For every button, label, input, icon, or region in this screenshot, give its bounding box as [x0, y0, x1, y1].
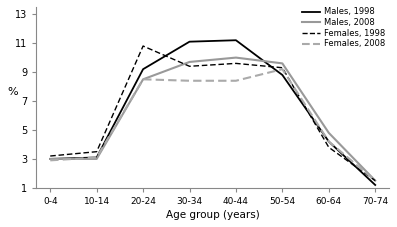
Line: Males, 1998: Males, 1998 — [50, 40, 375, 185]
Females, 1998 — [48, 155, 53, 157]
Legend: Males, 1998, Males, 2008, Females, 1998, Females, 2008: Males, 1998, Males, 2008, Females, 1998,… — [302, 7, 385, 49]
Females, 1998 — [187, 65, 192, 68]
Males, 2008 — [48, 158, 53, 160]
Males, 2008 — [280, 62, 285, 65]
Females, 2008 — [48, 159, 53, 162]
Females, 1998 — [326, 146, 331, 149]
Males, 2008 — [233, 56, 238, 59]
Males, 1998 — [233, 39, 238, 42]
Females, 2008 — [373, 179, 378, 182]
Line: Females, 2008: Females, 2008 — [50, 69, 375, 181]
Line: Females, 1998: Females, 1998 — [50, 46, 375, 181]
Males, 1998 — [280, 74, 285, 76]
Males, 1998 — [94, 156, 99, 159]
Males, 2008 — [373, 179, 378, 182]
Males, 2008 — [94, 158, 99, 160]
Females, 1998 — [280, 66, 285, 69]
Females, 2008 — [280, 68, 285, 71]
Males, 1998 — [326, 140, 331, 143]
Females, 1998 — [141, 45, 145, 47]
Males, 1998 — [373, 184, 378, 186]
Males, 1998 — [141, 68, 145, 71]
Males, 2008 — [326, 131, 331, 134]
Females, 2008 — [187, 79, 192, 82]
Females, 2008 — [233, 79, 238, 82]
Y-axis label: %: % — [7, 87, 17, 97]
Females, 2008 — [141, 78, 145, 81]
Males, 2008 — [141, 78, 145, 81]
Females, 1998 — [373, 179, 378, 182]
Males, 2008 — [187, 61, 192, 63]
Line: Males, 2008: Males, 2008 — [50, 58, 375, 181]
Males, 1998 — [48, 158, 53, 160]
X-axis label: Age group (years): Age group (years) — [166, 210, 260, 220]
Females, 1998 — [233, 62, 238, 65]
Females, 2008 — [326, 140, 331, 143]
Males, 1998 — [187, 40, 192, 43]
Females, 1998 — [94, 150, 99, 153]
Females, 2008 — [94, 156, 99, 159]
